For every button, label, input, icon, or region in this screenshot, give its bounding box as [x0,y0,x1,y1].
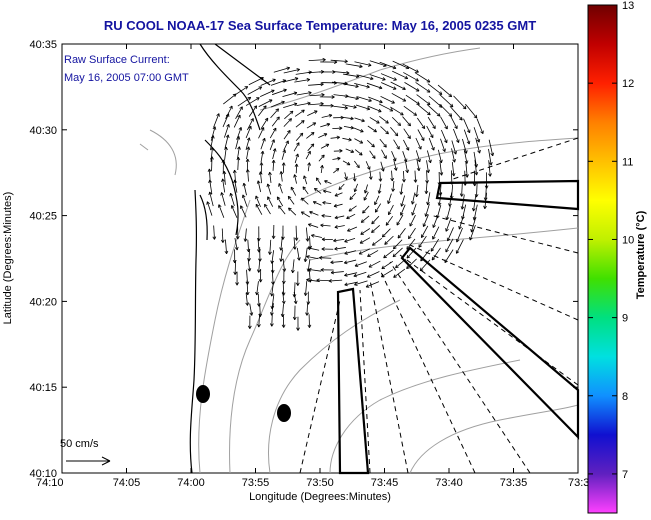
current-label: Raw Surface Current: [64,54,170,66]
x-axis-label: Longitude (Degrees:Minutes) [249,491,391,503]
y-tick-label: 40:15 [29,382,57,394]
y-tick-label: 40:35 [29,39,57,51]
y-tick-label: 40:25 [29,211,57,223]
y-tick-label: 40:10 [29,468,57,480]
colorbar-tick-label: 10 [622,234,634,246]
y-axis-label: Latitude (Degrees:Minutes) [2,192,14,325]
figure-title: RU COOL NOAA-17 Sea Surface Temperature:… [60,18,580,33]
x-tick-label: 73:35 [500,477,528,489]
y-tick-label: 40:30 [29,125,57,137]
colorbar-tick-label: 8 [622,391,628,403]
y-tick-label: 40:20 [29,296,57,308]
station-marker [196,385,210,403]
colorbar-tick-label: 13 [622,0,634,12]
colorbar-tick-label: 12 [622,78,634,90]
colorbar-tick-label: 9 [622,313,628,325]
station-marker [277,404,291,422]
x-tick-label: 73:3 [568,477,589,489]
colorbar-label: Temperature (°C) [635,210,647,299]
x-tick-label: 74:05 [113,477,141,489]
colorbar-tick-label: 7 [622,469,628,481]
x-tick-label: 73:55 [242,477,270,489]
x-tick-label: 73:45 [371,477,399,489]
x-tick-label: 73:50 [306,477,334,489]
x-tick-label: 73:40 [435,477,463,489]
colorbar [588,5,617,513]
colorbar-tick-label: 11 [622,156,633,168]
current-time: May 16, 2005 07:00 GMT [64,72,189,84]
scale-label: 50 cm/s [60,438,99,450]
x-tick-label: 74:00 [177,477,205,489]
